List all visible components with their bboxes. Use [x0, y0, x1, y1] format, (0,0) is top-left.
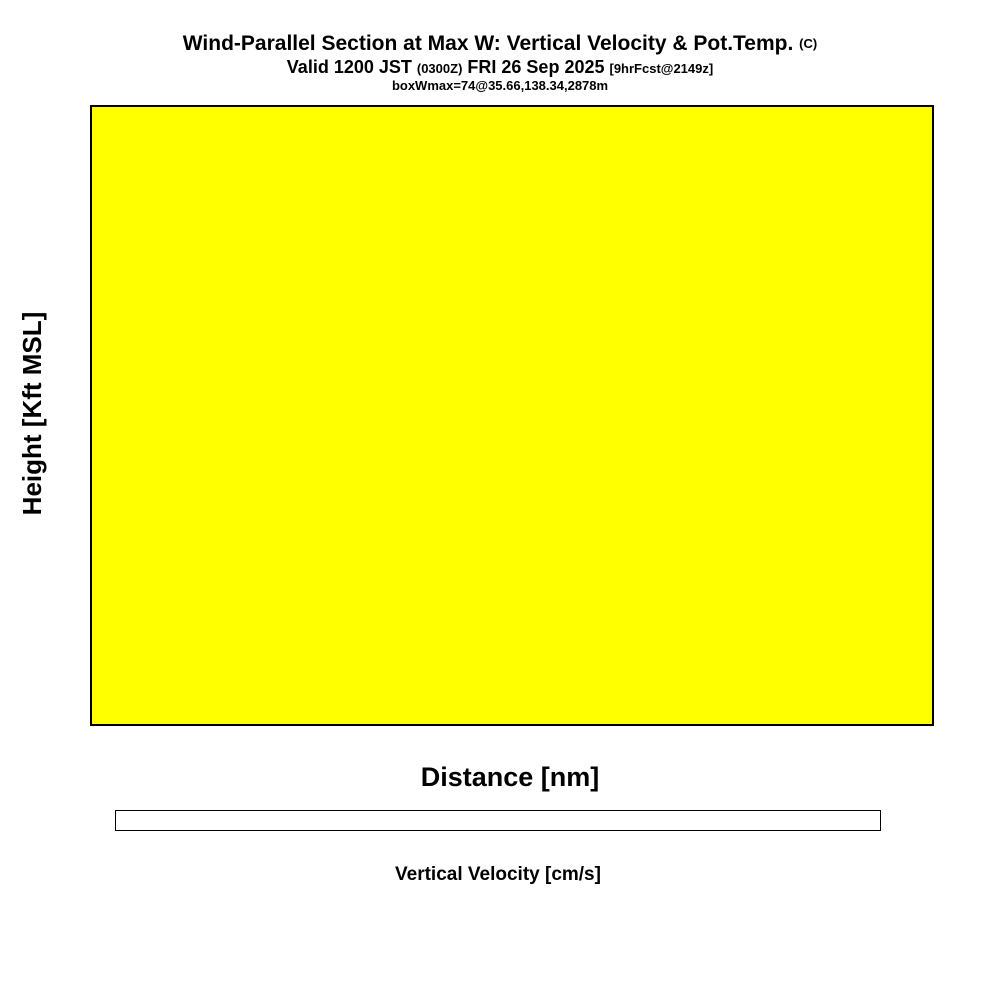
chart-title-text: Wind-Parallel Section at Max W: Vertical… — [182, 32, 794, 55]
colorbar-tick-labels — [0, 836, 1000, 862]
chart-subtitle: Valid 1200 JST (0300Z) FRI 26 Sep 2025 [… — [0, 57, 1000, 78]
x-axis-title: Distance [nm] — [420, 762, 600, 792]
chart-title: Wind-Parallel Section at Max W: Vertical… — [0, 32, 1000, 56]
colorbar-caption: Vertical Velocity [cm/s] — [395, 864, 601, 885]
y-axis-title: Height [Kft MSL] — [17, 311, 47, 516]
cross-section-plot — [90, 105, 934, 726]
valid-time-text: Valid 1200 JST — [286, 57, 417, 77]
max-w-note: boxWmax=74@35.66,138.34,2878m — [391, 78, 609, 93]
colorbar — [115, 810, 881, 831]
cross-section-canvas — [92, 107, 932, 724]
valid-time-utc: (0300Z) — [416, 61, 463, 76]
forecast-hour-text: [9hrFcst@2149z] — [609, 61, 714, 76]
valid-date-text: FRI 26 Sep 2025 — [462, 57, 610, 77]
chart-title-unit: (C) — [799, 36, 818, 51]
